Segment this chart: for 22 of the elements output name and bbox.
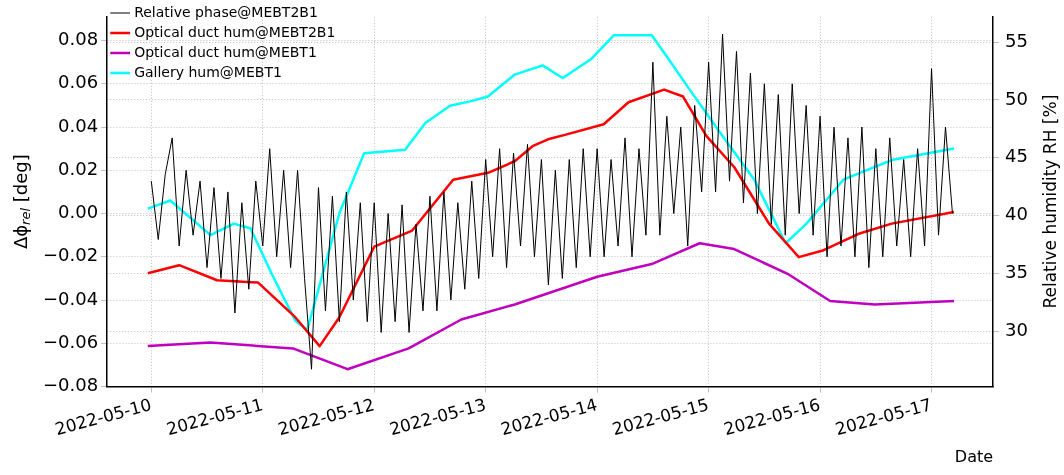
y-tick-label: −0.08	[42, 374, 99, 396]
legend-label: Optical duct hum@MEBT2B1	[134, 23, 336, 40]
y2-axis-title: Relative humidity RH [%]	[1040, 94, 1061, 309]
legend-label: Gallery hum@MEBT1	[134, 63, 282, 80]
y-tick-label: −0.04	[42, 287, 99, 309]
y2-tick-label: 45	[1005, 145, 1028, 167]
y-tick-label: −0.06	[42, 330, 99, 352]
y-tick-label: −0.02	[42, 244, 99, 266]
y-axis-title: Δϕrel [deg]	[9, 154, 34, 250]
y-tick-label: 0.00	[58, 201, 99, 223]
y2-tick-label: 35	[1005, 260, 1028, 282]
y2-tick-label: 50	[1005, 87, 1028, 109]
y2-tick-label: 40	[1005, 203, 1028, 225]
y-tick-label: 0.02	[58, 157, 99, 179]
y-tick-label: 0.06	[58, 71, 99, 93]
y-tick-label: 0.08	[58, 28, 99, 50]
legend-label: Relative phase@MEBT2B1	[134, 3, 318, 20]
y2-tick-label: 30	[1005, 318, 1028, 340]
x-axis-title: Date	[954, 446, 994, 466]
legend-label: Optical duct hum@MEBT1	[134, 43, 317, 60]
y-tick-label: 0.04	[58, 114, 99, 136]
y2-tick-label: 55	[1005, 29, 1028, 51]
